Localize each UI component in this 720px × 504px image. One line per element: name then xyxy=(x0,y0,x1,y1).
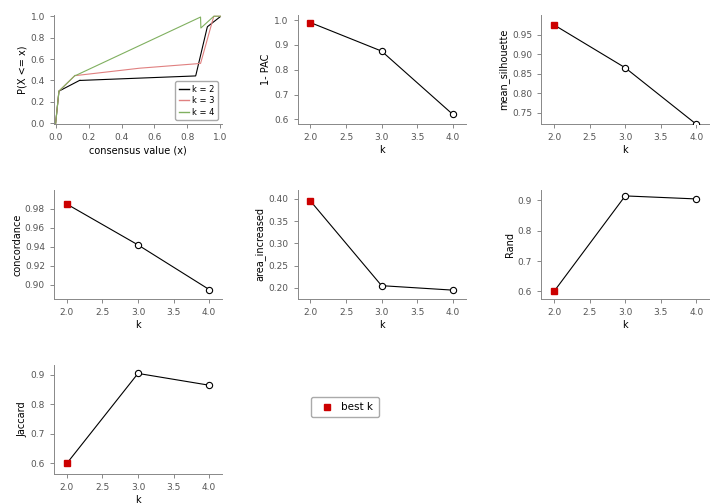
X-axis label: k: k xyxy=(135,494,141,504)
X-axis label: k: k xyxy=(135,320,141,330)
Y-axis label: P(X <= x): P(X <= x) xyxy=(18,45,28,94)
Y-axis label: Rand: Rand xyxy=(505,232,515,257)
Y-axis label: concordance: concordance xyxy=(12,213,22,276)
Legend: best k: best k xyxy=(311,397,379,417)
X-axis label: consensus value (x): consensus value (x) xyxy=(89,145,187,155)
Legend: k = 2, k = 3, k = 4: k = 2, k = 3, k = 4 xyxy=(176,82,218,120)
X-axis label: k: k xyxy=(622,145,628,155)
Y-axis label: area_increased: area_increased xyxy=(255,208,266,281)
Y-axis label: mean_silhouette: mean_silhouette xyxy=(498,29,509,110)
Y-axis label: Jaccard: Jaccard xyxy=(18,401,28,437)
X-axis label: k: k xyxy=(379,320,384,330)
Y-axis label: 1- PAC: 1- PAC xyxy=(261,54,271,85)
X-axis label: k: k xyxy=(622,320,628,330)
X-axis label: k: k xyxy=(379,145,384,155)
